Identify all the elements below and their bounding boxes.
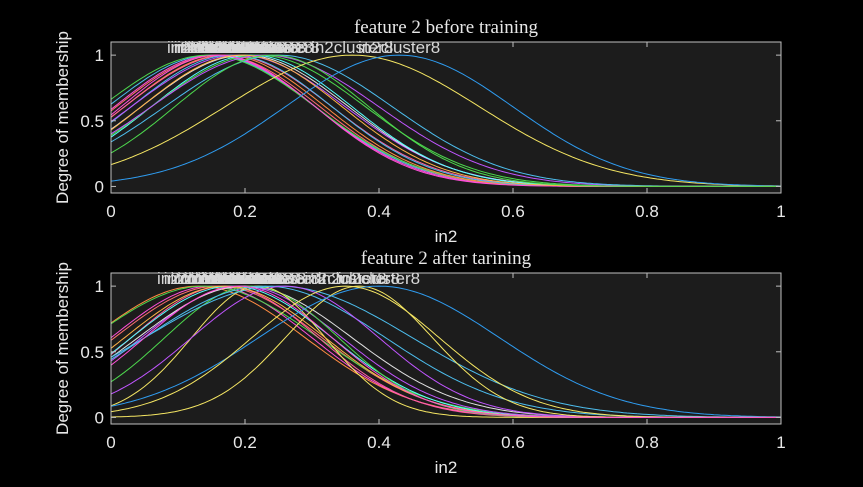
y-axis-label: Degree of membership	[53, 262, 72, 435]
mf-label: in2cluster8	[167, 38, 249, 57]
mf-label: in2cluster8	[204, 38, 286, 57]
x-axis-label: in2	[435, 458, 458, 477]
y-axis-label: Degree of membership	[53, 31, 72, 204]
x-tick-label: 0.8	[635, 433, 659, 452]
mf-label: in2cluster8	[338, 269, 420, 288]
mf-label: in2cluster8	[311, 38, 393, 57]
mf-label: in2cluster8	[177, 269, 259, 288]
x-tick-label: 0.6	[501, 433, 525, 452]
mf-curve-16	[110, 54, 782, 187]
x-tick-label: 0.2	[233, 433, 257, 452]
mf-label: in2cluster8	[174, 38, 256, 57]
mf-label: in2cluster8	[157, 269, 239, 288]
y-tick-label: 0	[95, 408, 104, 427]
panel-after-training: in2cluster8in2cluster8in2cluster8in2clus…	[53, 248, 786, 477]
mf-curve-12	[110, 285, 781, 418]
axis-ticks: 0 0.2 0.4 0.6 0.8 1 0 0.5 1	[80, 42, 786, 221]
mf-label: in2cluster8	[170, 38, 252, 57]
y-tick-label: 0	[95, 177, 104, 196]
axes-box	[110, 41, 782, 194]
x-tick-label: 0.4	[367, 433, 391, 452]
membership-curves	[110, 285, 781, 418]
membership-curves	[110, 54, 782, 187]
mf-label: in2cluster8	[217, 38, 299, 57]
x-tick-label: 0.2	[233, 202, 257, 221]
mf-label: in2cluster8	[237, 269, 319, 288]
panel-before-training: in2cluster8in2cluster8in2cluster8in2clus…	[53, 17, 786, 246]
mf-label: in2cluster8	[197, 269, 279, 288]
mf-label: in2cluster8	[217, 269, 299, 288]
x-tick-label: 1	[776, 202, 785, 221]
mf-label: in2cluster8	[177, 38, 259, 57]
mf-curve-18	[110, 285, 781, 418]
mf-label: in2cluster8	[170, 269, 252, 288]
mf-labels: in2cluster8in2cluster8in2cluster8in2clus…	[157, 269, 420, 288]
axis-ticks: 0 0.2 0.4 0.6 0.8 1 0 0.5 1	[80, 273, 786, 452]
mf-label: in2cluster8	[187, 38, 269, 57]
chart-title: feature 2 before training	[354, 17, 539, 38]
mf-label: in2cluster8	[164, 269, 246, 288]
x-tick-label: 1	[776, 433, 785, 452]
y-tick-label: 0.5	[80, 343, 104, 362]
mf-label: in2cluster8	[177, 38, 259, 57]
mf-label: in2cluster8	[358, 38, 440, 57]
x-tick-label: 0.8	[635, 202, 659, 221]
mf-curve-18	[110, 54, 781, 187]
y-tick-label: 1	[95, 277, 104, 296]
x-axis-label: in2	[435, 227, 458, 246]
axes-box	[110, 272, 782, 425]
plot-area	[111, 42, 781, 193]
x-tick-label: 0	[106, 433, 115, 452]
y-tick-label: 0.5	[80, 112, 104, 131]
mf-label: in2cluster8	[197, 38, 279, 57]
chart-title: feature 2 after tarining	[361, 248, 532, 269]
y-tick-label: 1	[95, 46, 104, 65]
x-tick-label: 0.4	[367, 202, 391, 221]
mf-label: in2cluster8	[211, 38, 293, 57]
plot-area	[111, 273, 781, 424]
mf-curve-15	[110, 54, 782, 187]
mf-label: in2cluster8	[201, 269, 283, 288]
mf-labels: in2cluster8in2cluster8in2cluster8in2clus…	[167, 38, 440, 57]
mf-label: in2cluster8	[237, 38, 319, 57]
mf-label: in2cluster8	[190, 269, 272, 288]
mf-label: in2cluster8	[211, 269, 293, 288]
x-tick-label: 0.6	[501, 202, 525, 221]
mf-label: in2cluster8	[304, 269, 386, 288]
mf-curve-15	[110, 285, 781, 418]
mf-label: in2cluster8	[231, 38, 313, 57]
mf-label: in2cluster8	[244, 269, 326, 288]
x-tick-label: 0	[106, 202, 115, 221]
mf-label: in2cluster8	[204, 269, 286, 288]
mf-label: in2cluster8	[201, 38, 283, 57]
mf-label: in2cluster8	[190, 38, 272, 57]
